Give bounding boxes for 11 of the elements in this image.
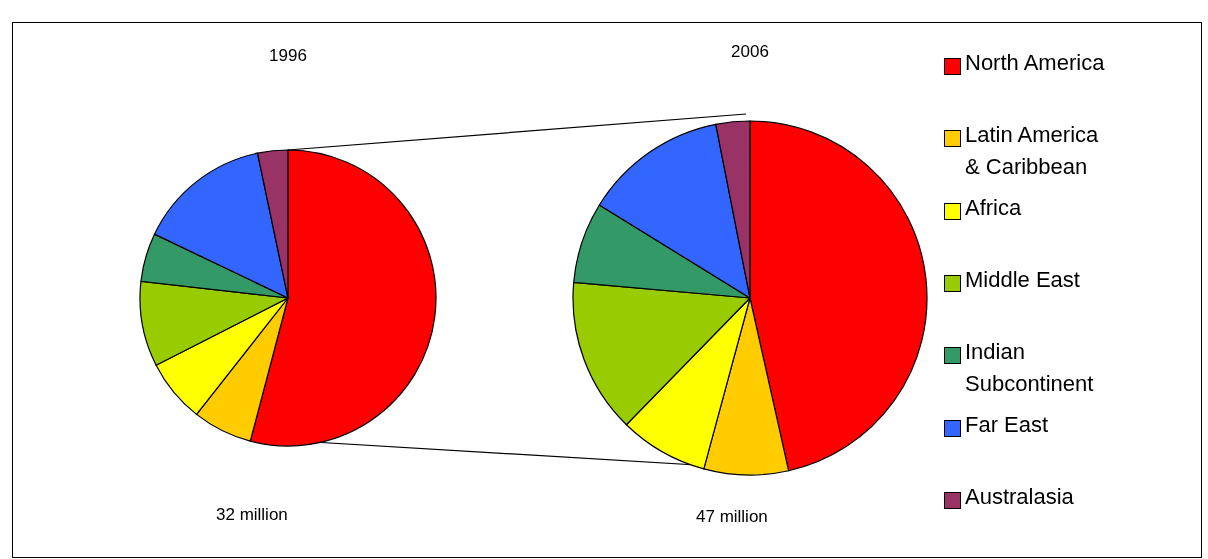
legend-label: Far East	[965, 411, 1050, 439]
text: 32 million	[216, 505, 288, 525]
slice-label: 2006	[730, 42, 770, 62]
slice-label: 1996	[268, 46, 308, 66]
legend-label: Indian Subcontinent	[965, 338, 1095, 398]
legend-label: Latin America & Caribbean	[965, 121, 1100, 181]
legend-label: Middle East	[965, 266, 1081, 294]
legend-label: Australasia	[965, 483, 1075, 511]
text: 47 million	[696, 507, 768, 527]
legend-label: North America	[965, 49, 1106, 77]
legend-label: Africa	[965, 194, 1023, 222]
